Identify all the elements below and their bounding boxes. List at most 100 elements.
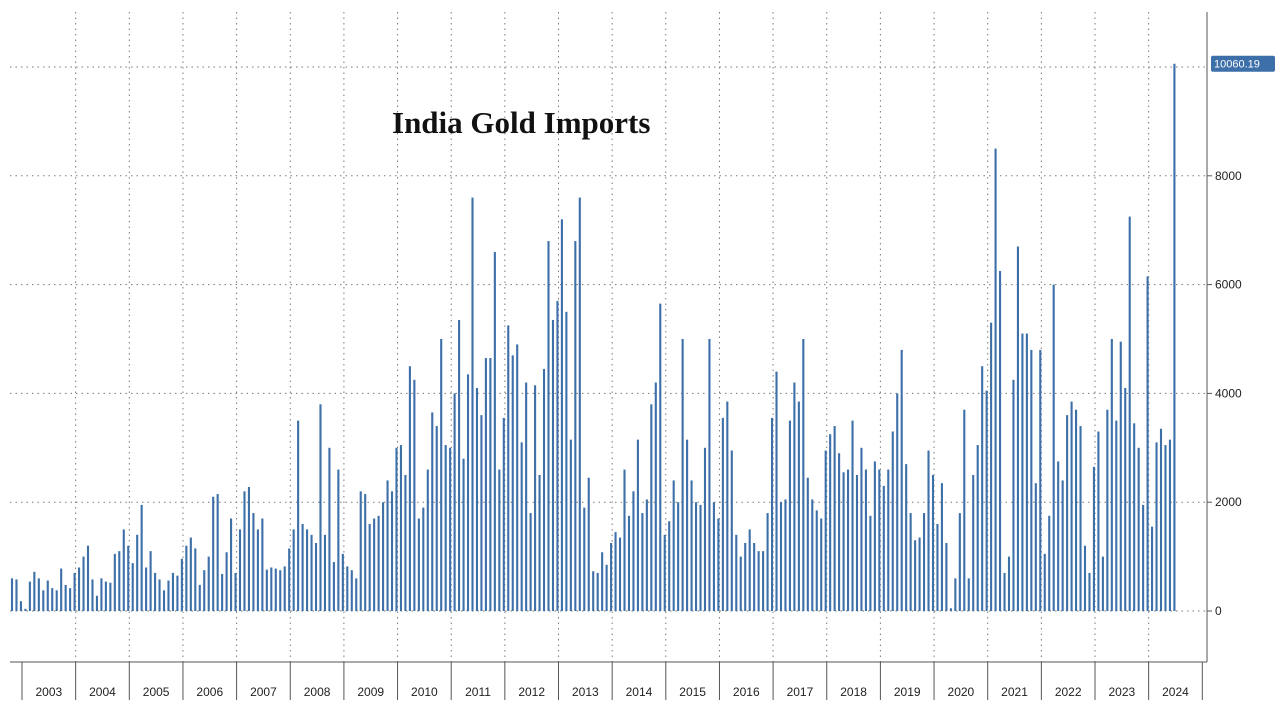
bar-2009-1: [332, 562, 335, 611]
bar-2013-7: [574, 241, 577, 611]
bar-2016-2: [712, 502, 715, 611]
bar-2010-9: [422, 507, 425, 611]
bar-2018-11: [860, 447, 863, 611]
bar-2009-2: [337, 469, 340, 611]
bar-2008-2: [283, 566, 286, 611]
bar-2016-7: [735, 534, 738, 611]
bar-2007-8: [256, 529, 259, 611]
bar-2022-2: [1034, 483, 1037, 611]
x-tick-label: 2012: [518, 685, 545, 699]
bar-2019-3: [878, 469, 881, 611]
bar-2008-4: [292, 529, 295, 611]
x-tick-label: 2003: [35, 685, 62, 699]
bar-2020-9: [958, 513, 961, 611]
bar-2012-4: [507, 325, 510, 611]
bar-2007-9: [261, 518, 264, 611]
bar-2023-7: [1110, 339, 1113, 611]
bar-2022-4: [1043, 553, 1046, 611]
bar-2020-3: [931, 475, 935, 611]
bar-2006-3: [180, 558, 183, 611]
bar-2015-6: [677, 502, 680, 611]
bar-2018-10: [855, 475, 859, 611]
bar-2003-11: [55, 590, 58, 611]
bar-2011-11: [484, 358, 487, 611]
bar-2014-4: [614, 532, 617, 611]
bar-2023-5: [1101, 556, 1104, 611]
bar-2018-6: [838, 453, 841, 611]
bar-2012-10: [534, 385, 537, 611]
bar-2015-11: [699, 504, 702, 611]
bar-2013-2: [551, 319, 555, 611]
bar-2013-9: [583, 507, 586, 611]
bar-2015-3: [663, 534, 666, 611]
bar-2024-5: [1155, 442, 1158, 611]
bar-2012-6: [516, 344, 519, 611]
bar-2008-9: [314, 543, 318, 611]
bar-2017-6: [784, 499, 787, 611]
bar-2006-11: [216, 494, 219, 611]
bar-2019-7: [896, 393, 899, 611]
bar-2005-8: [149, 551, 152, 611]
bar-2020-11: [967, 578, 970, 611]
bar-2011-8: [471, 197, 474, 611]
x-axis-ticks: 2003 2004 2005 2006 2007 2008 2009 2010 2011 2012…: [21, 662, 1203, 700]
bar-2005-1: [118, 551, 121, 611]
bar-2017-12: [811, 499, 814, 611]
bar-2023-6: [1106, 409, 1109, 611]
bar-2024-6: [1159, 428, 1163, 611]
bar-2019-1: [869, 515, 872, 611]
bar-2020-1: [923, 513, 926, 611]
x-tick-label: 2015: [679, 685, 706, 699]
bar-2021-10: [1016, 246, 1019, 611]
bar-2013-5: [565, 311, 568, 611]
bar-2018-1: [815, 510, 818, 611]
bar-2012-11: [538, 475, 541, 611]
bar-2021-1: [976, 445, 979, 611]
bar-2016-3: [717, 518, 720, 611]
bar-2003-12: [60, 568, 63, 611]
grid-lines: [10, 12, 1207, 662]
bar-2012-8: [525, 382, 528, 611]
bar-2012-3: [502, 417, 505, 611]
bar-2003-5: [28, 581, 31, 611]
bar-2022-6: [1052, 284, 1055, 611]
bar-2018-5: [833, 426, 836, 611]
bar-2017-10: [802, 339, 805, 611]
bar-2018-9: [851, 420, 854, 611]
bar-2016-10: [748, 529, 751, 611]
bar-2003-9: [46, 580, 49, 611]
bar-2017-7: [788, 420, 791, 611]
bar-2006-9: [207, 556, 210, 611]
bar-2004-7: [91, 579, 94, 611]
bar-2011-6: [462, 458, 465, 611]
bar-2020-4: [936, 523, 939, 611]
bar-2014-12: [650, 404, 653, 611]
bar-2022-8: [1061, 480, 1064, 611]
axes: [10, 12, 1208, 663]
bar-2007-3: [234, 572, 237, 611]
bar-2003-2: [15, 579, 18, 611]
bar-2021-12: [1025, 333, 1028, 611]
bar-2004-3: [73, 572, 76, 611]
y-tick-label: 0: [1215, 604, 1222, 618]
bar-2004-10: [104, 581, 107, 611]
bar-2017-5: [779, 502, 783, 611]
last-value-box: [1211, 55, 1275, 72]
bar-2012-5: [511, 355, 514, 611]
bar-2016-4: [721, 417, 724, 611]
bar-2016-5: [726, 401, 729, 611]
x-tick-label: 2009: [357, 685, 384, 699]
bar-2008-6: [301, 523, 304, 611]
bar-2010-7: [413, 379, 416, 611]
bar-2009-9: [368, 523, 371, 611]
bar-2017-1: [762, 551, 765, 611]
bar-2003-8: [42, 590, 45, 611]
bar-2003-1: [10, 578, 14, 611]
bar-2014-3: [610, 543, 613, 611]
bar-2003-3: [19, 601, 22, 611]
bar-2004-12: [113, 553, 116, 611]
bar-2024-4: [1151, 526, 1154, 611]
bar-2008-5: [297, 420, 300, 611]
x-tick-label: 2006: [196, 685, 223, 699]
bar-2003-7: [37, 578, 40, 611]
